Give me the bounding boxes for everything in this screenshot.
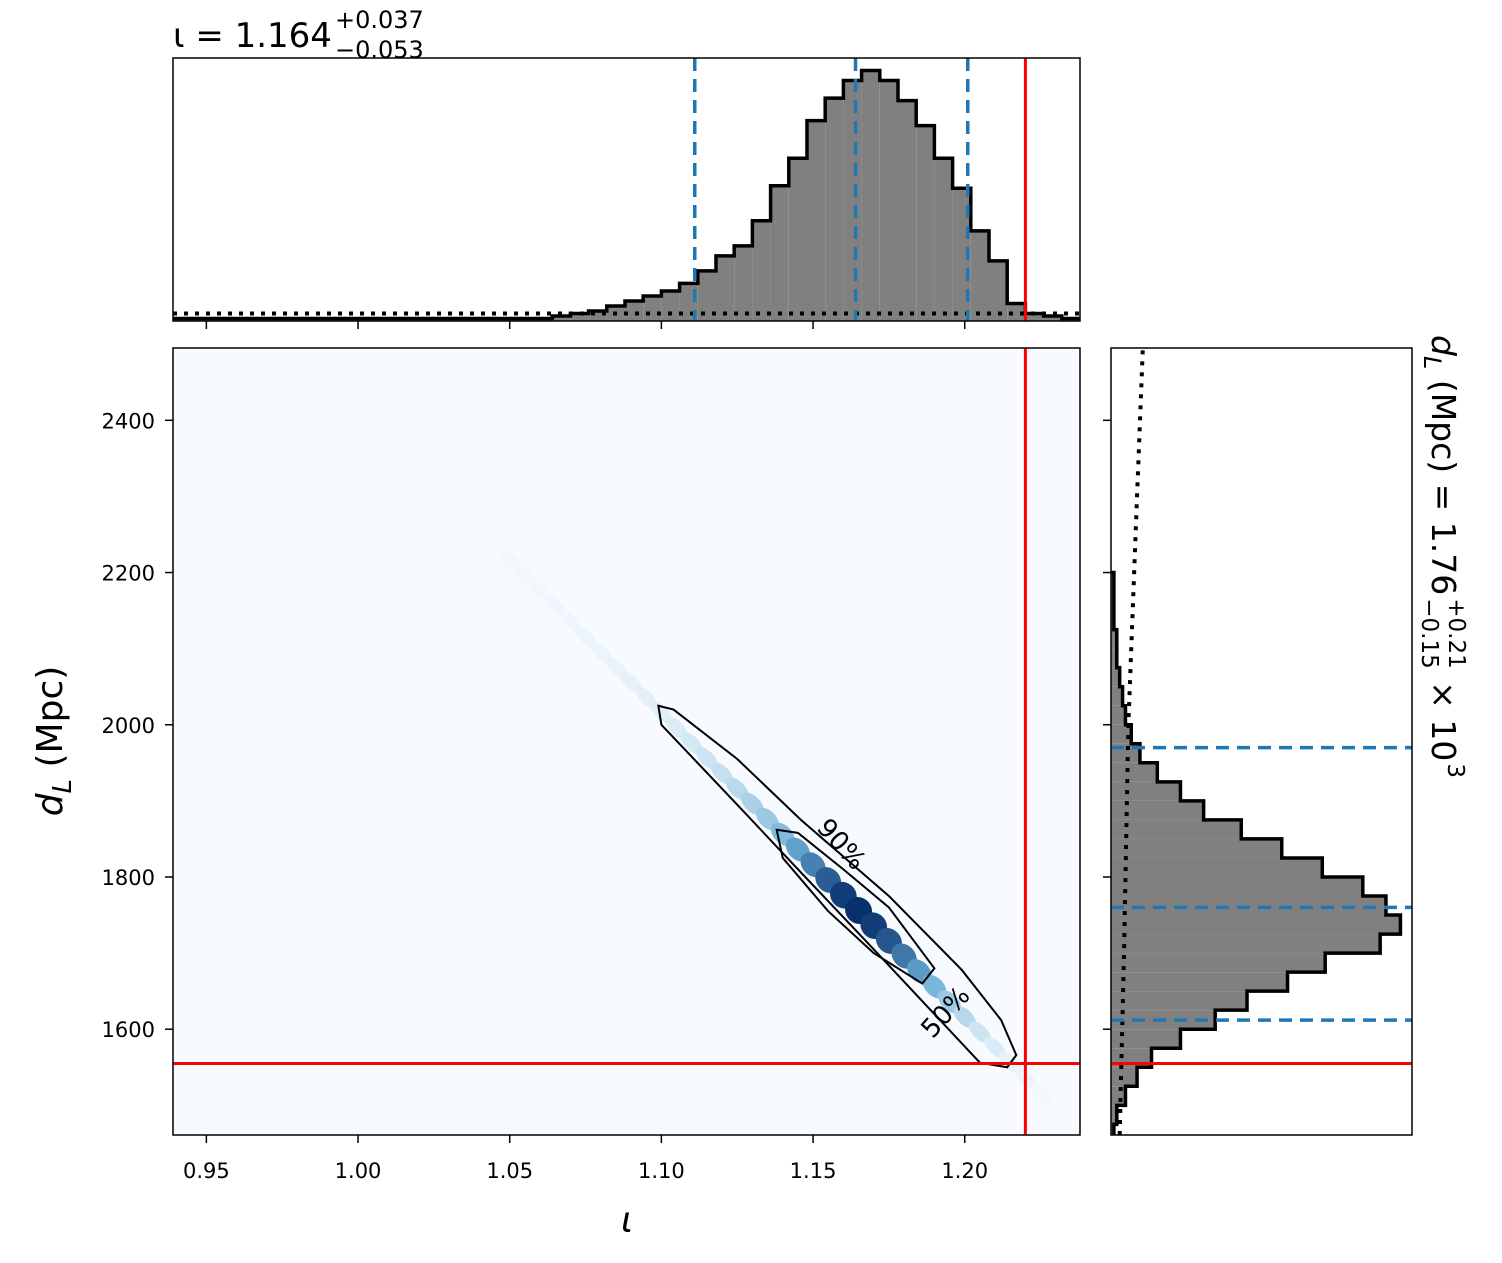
hist-bar xyxy=(1111,876,1363,897)
y-tick-label: 2000 xyxy=(102,714,155,738)
hist-bar xyxy=(1111,972,1288,992)
hist-bar xyxy=(934,158,953,321)
hist-bar xyxy=(715,255,735,321)
hist-bar xyxy=(1111,667,1120,687)
hist-bar xyxy=(843,80,862,321)
hist-bar xyxy=(1111,1105,1117,1125)
hist-bar xyxy=(752,220,771,321)
hist-bar xyxy=(1007,303,1026,321)
y-tick-label: 1600 xyxy=(102,1018,155,1042)
hist-bar xyxy=(1111,1086,1126,1106)
hist-bar xyxy=(1111,934,1381,954)
hist-bar xyxy=(825,98,844,321)
symbol: d xyxy=(30,792,71,816)
hist-bar xyxy=(588,310,607,321)
axes-frame xyxy=(172,347,1081,1136)
hist-bar xyxy=(1025,313,1044,321)
hist-bar xyxy=(1111,800,1204,820)
hist-bar xyxy=(552,315,571,321)
x-tick-label: 1.05 xyxy=(486,1159,533,1183)
subscript: L xyxy=(1418,356,1446,369)
x-marginal xyxy=(173,58,1080,321)
hist-bar xyxy=(1111,1067,1138,1087)
hist-bar xyxy=(1111,705,1126,725)
hist-bar xyxy=(897,100,917,321)
side-title: dL (Mpc) = 1.76 +0.21 −0.15 × 10 3 xyxy=(1416,335,1469,778)
hist-bar xyxy=(1111,857,1323,877)
title: ι = 1.164 xyxy=(173,16,332,56)
title-lower: −0.053 xyxy=(335,36,424,64)
x-tick-label: 1.00 xyxy=(335,1159,382,1183)
hist-outline xyxy=(173,68,1080,321)
y-marginal xyxy=(1111,348,1403,1135)
x-tick-label: 1.20 xyxy=(941,1159,988,1183)
hist-bar xyxy=(806,120,826,321)
hist-bar xyxy=(1111,953,1326,973)
hist-bar xyxy=(1111,762,1158,782)
symbol: d xyxy=(1424,335,1463,357)
hist-bar xyxy=(734,245,753,321)
subscript: L xyxy=(48,779,78,794)
hist-bar xyxy=(1111,915,1401,935)
y-axis-label: dL (Mpc) xyxy=(30,666,78,817)
hist-bar xyxy=(988,260,1008,321)
hist-bar xyxy=(697,270,716,321)
x-tick-label: 1.10 xyxy=(638,1159,685,1183)
hist-bar xyxy=(879,80,898,321)
x-axis-label: ι xyxy=(621,1200,633,1241)
hist-bar xyxy=(1111,991,1248,1011)
contour xyxy=(775,828,936,985)
hist-bar xyxy=(916,125,935,321)
text: (Mpc) = 1.76 xyxy=(1424,369,1463,595)
hist-bar xyxy=(643,295,662,321)
axes-decor: 0.95 1.00 1.05 1.10 1.15 1.20 1600 1800 2000 2200… xyxy=(102,57,1413,1183)
hist-bar xyxy=(1111,838,1282,858)
hist-bar xyxy=(861,70,880,321)
side-title-upper: +0.21 xyxy=(1443,598,1469,668)
unit: (Mpc) xyxy=(30,666,71,779)
axes-frame xyxy=(1110,347,1413,1136)
y-tick-label: 2200 xyxy=(102,562,155,586)
hist-bar xyxy=(970,230,989,321)
hist-bar xyxy=(570,313,589,321)
hist-outline xyxy=(1111,570,1403,1135)
hist-bar xyxy=(1111,648,1117,668)
title-upper: +0.037 xyxy=(335,6,424,34)
hist-bar xyxy=(1111,781,1181,801)
hist-bar xyxy=(1111,896,1386,916)
x-tick-label: 0.95 xyxy=(183,1159,230,1183)
density-cell xyxy=(1029,1082,1052,1104)
side-title-tail: × 10 xyxy=(1424,671,1463,762)
side-title-power: 3 xyxy=(1442,763,1468,778)
hist-bar xyxy=(624,300,644,321)
plot-background xyxy=(173,348,1080,1135)
hist-bar xyxy=(1111,819,1242,839)
hist-bar xyxy=(1111,629,1117,649)
y-tick-label: 1800 xyxy=(102,866,155,890)
y-tick-label: 2400 xyxy=(102,409,155,433)
x-tick-label: 1.15 xyxy=(790,1159,837,1183)
hist-bar xyxy=(770,185,789,321)
hist-bar xyxy=(1111,1029,1181,1049)
hist-bar xyxy=(952,188,971,321)
contour xyxy=(657,704,1018,1069)
side-title-lower: −0.15 xyxy=(1416,598,1442,668)
hist-bar xyxy=(788,158,807,321)
axes-frame xyxy=(172,57,1081,322)
y-axis-label-text: dL (Mpc) xyxy=(30,666,78,817)
hist-bar xyxy=(661,290,680,321)
side-title-main: dL (Mpc) = 1.76 xyxy=(1418,335,1463,595)
hist-bar xyxy=(1043,315,1062,321)
prior-line xyxy=(1117,348,1145,1135)
hist-bar xyxy=(1111,686,1123,706)
joint-panel xyxy=(498,549,1052,1104)
